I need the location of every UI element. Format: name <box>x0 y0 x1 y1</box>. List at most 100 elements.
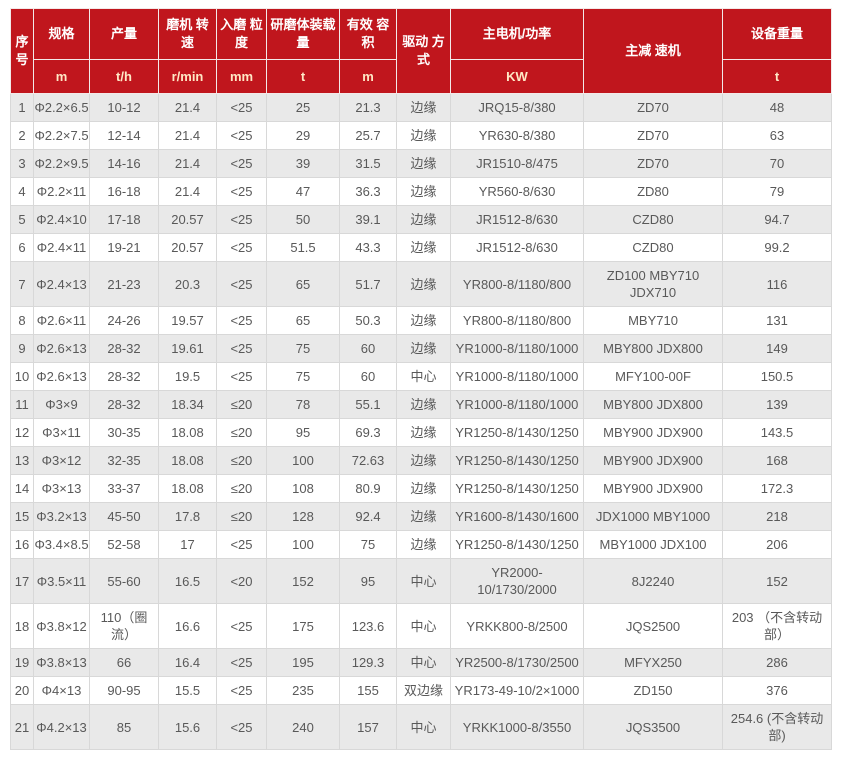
cell-r9-c2: 28-32 <box>89 334 159 363</box>
cell-r20-c10: 376 <box>722 676 832 705</box>
cell-r18-c5: 175 <box>266 603 340 649</box>
cell-r10-c10: 150.5 <box>722 362 832 391</box>
cell-r13-c10: 168 <box>722 446 832 475</box>
cell-r15-c0: 15 <box>10 502 34 531</box>
cell-r4-c5: 47 <box>266 177 340 206</box>
table-row: 18 Φ3.8×12 110（圈流） 16.6 <25 175 123.6 中心 YRKK800… <box>10 603 832 649</box>
cell-r18-c1: Φ3.8×12 <box>33 603 90 649</box>
cell-r14-c2: 33-37 <box>89 474 159 503</box>
cell-r13-c6: 72.63 <box>339 446 397 475</box>
cell-r17-c5: 152 <box>266 558 340 604</box>
cell-r6-c9: CZD80 <box>583 233 723 262</box>
header-row-units: m t/h r/min mm t m KW t <box>11 59 832 94</box>
cell-r15-c7: 边缘 <box>396 502 451 531</box>
cell-r21-c5: 240 <box>266 704 340 750</box>
cell-r15-c6: 92.4 <box>339 502 397 531</box>
cell-r3-c0: 3 <box>10 149 34 178</box>
cell-r5-c3: 20.57 <box>158 205 217 234</box>
cell-r12-c10: 143.5 <box>722 418 832 447</box>
table-row: 20 Φ4×13 90-95 15.5 <25 235 155 双边缘 YR173-49-10/… <box>10 676 832 705</box>
table-row: 2 Φ2.2×7.5 12-14 21.4 <25 29 25.7 边缘 YR630-8/380… <box>10 121 832 150</box>
cell-r7-c1: Φ2.4×13 <box>33 261 90 307</box>
cell-r18-c6: 123.6 <box>339 603 397 649</box>
cell-r13-c9: MBY900 JDX900 <box>583 446 723 475</box>
cell-r17-c2: 55-60 <box>89 558 159 604</box>
unit-output: t/h <box>89 59 159 94</box>
table-row: 14 Φ3×13 33-37 18.08 ≤20 108 80.9 边缘 YR1250-8/14… <box>10 474 832 503</box>
cell-r16-c0: 16 <box>10 530 34 559</box>
cell-r17-c0: 17 <box>10 558 34 604</box>
cell-r21-c9: JQS3500 <box>583 704 723 750</box>
cell-r11-c5: 78 <box>266 390 340 419</box>
cell-r5-c5: 50 <box>266 205 340 234</box>
cell-r11-c8: YR1000-8/1180/1000 <box>450 390 584 419</box>
cell-r3-c4: <25 <box>216 149 267 178</box>
cell-r6-c8: JR1512-8/630 <box>450 233 584 262</box>
cell-r10-c9: MFY100-00F <box>583 362 723 391</box>
cell-r9-c1: Φ2.6×13 <box>33 334 90 363</box>
cell-r11-c2: 28-32 <box>89 390 159 419</box>
header-mill-speed: 磨机 转速 <box>158 8 217 60</box>
cell-r16-c2: 52-58 <box>89 530 159 559</box>
unit-effective-volume: m <box>339 59 397 94</box>
cell-r16-c5: 100 <box>266 530 340 559</box>
cell-r1-c4: <25 <box>216 93 267 122</box>
cell-r14-c3: 18.08 <box>158 474 217 503</box>
cell-r21-c2: 85 <box>89 704 159 750</box>
cell-r14-c9: MBY900 JDX900 <box>583 474 723 503</box>
cell-r1-c8: JRQ15-8/380 <box>450 93 584 122</box>
cell-r7-c6: 51.7 <box>339 261 397 307</box>
cell-r17-c7: 中心 <box>396 558 451 604</box>
cell-r2-c8: YR630-8/380 <box>450 121 584 150</box>
cell-r19-c3: 16.4 <box>158 648 217 677</box>
cell-r16-c1: Φ3.4×8.5 <box>33 530 90 559</box>
cell-r12-c3: 18.08 <box>158 418 217 447</box>
mill-spec-table: 序号 规格 产量 磨机 转速 入磨 粒度 研磨体装载量 有效 容积 驱动 方式 … <box>10 8 832 750</box>
cell-r2-c1: Φ2.2×7.5 <box>33 121 90 150</box>
cell-r4-c0: 4 <box>10 177 34 206</box>
cell-r4-c9: ZD80 <box>583 177 723 206</box>
cell-r8-c3: 19.57 <box>158 306 217 335</box>
cell-r14-c1: Φ3×13 <box>33 474 90 503</box>
cell-r2-c10: 63 <box>722 121 832 150</box>
cell-r19-c9: MFYX250 <box>583 648 723 677</box>
cell-r8-c9: MBY710 <box>583 306 723 335</box>
cell-r8-c5: 65 <box>266 306 340 335</box>
cell-r15-c8: YR1600-8/1430/1600 <box>450 502 584 531</box>
cell-r21-c4: <25 <box>216 704 267 750</box>
cell-r20-c7: 双边缘 <box>396 676 451 705</box>
cell-r9-c9: MBY800 JDX800 <box>583 334 723 363</box>
cell-r19-c2: 66 <box>89 648 159 677</box>
cell-r7-c2: 21-23 <box>89 261 159 307</box>
cell-r3-c5: 39 <box>266 149 340 178</box>
cell-r12-c1: Φ3×11 <box>33 418 90 447</box>
cell-r4-c8: YR560-8/630 <box>450 177 584 206</box>
cell-r10-c3: 19.5 <box>158 362 217 391</box>
cell-r5-c4: <25 <box>216 205 267 234</box>
cell-r14-c10: 172.3 <box>722 474 832 503</box>
cell-r13-c7: 边缘 <box>396 446 451 475</box>
cell-r20-c3: 15.5 <box>158 676 217 705</box>
cell-r9-c6: 60 <box>339 334 397 363</box>
cell-r11-c9: MBY800 JDX800 <box>583 390 723 419</box>
cell-r7-c4: <25 <box>216 261 267 307</box>
cell-r21-c3: 15.6 <box>158 704 217 750</box>
cell-r6-c4: <25 <box>216 233 267 262</box>
cell-r13-c8: YR1250-8/1430/1250 <box>450 446 584 475</box>
cell-r17-c8: YR2000-10/1730/2000 <box>450 558 584 604</box>
cell-r7-c0: 7 <box>10 261 34 307</box>
cell-r19-c4: <25 <box>216 648 267 677</box>
table-row: 21 Φ4.2×13 85 15.6 <25 240 157 中心 YRKK1000-8/355… <box>10 704 832 750</box>
cell-r5-c1: Φ2.4×10 <box>33 205 90 234</box>
cell-r7-c9: ZD100 MBY710 JDX710 <box>583 261 723 307</box>
table-row: 5 Φ2.4×10 17-18 20.57 <25 50 39.1 边缘 JR1512-8/63… <box>10 205 832 234</box>
table-row: 9 Φ2.6×13 28-32 19.61 <25 75 60 边缘 YR1000-8/1180… <box>10 334 832 363</box>
cell-r15-c2: 45-50 <box>89 502 159 531</box>
cell-r11-c3: 18.34 <box>158 390 217 419</box>
cell-r6-c6: 43.3 <box>339 233 397 262</box>
cell-r1-c0: 1 <box>10 93 34 122</box>
table-row: 13 Φ3×12 32-35 18.08 ≤20 100 72.63 边缘 YR1250-8/1… <box>10 446 832 475</box>
cell-r5-c0: 5 <box>10 205 34 234</box>
header-feed-size: 入磨 粒度 <box>216 8 267 60</box>
cell-r7-c5: 65 <box>266 261 340 307</box>
